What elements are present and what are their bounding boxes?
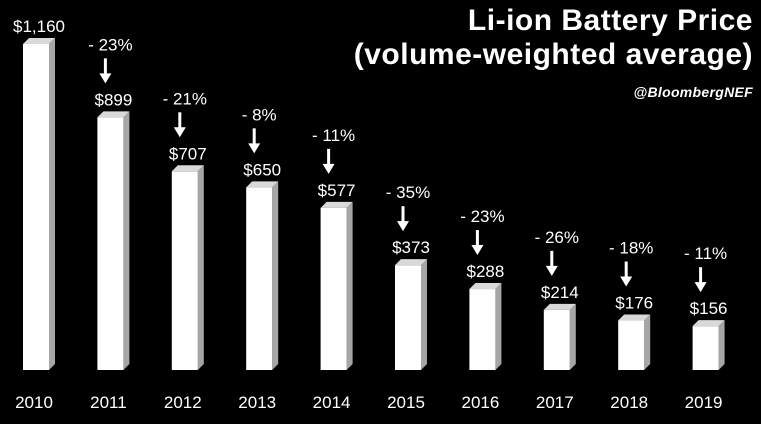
chart-title-line-2: (volume-weighted average) [353, 38, 753, 71]
bar-value-label: $176 [615, 294, 653, 313]
bar-side [123, 111, 130, 370]
change-label: - 8% [242, 105, 277, 124]
bar-value-label: $214 [541, 283, 579, 302]
bars-layer [23, 38, 725, 370]
bar-value-label: $577 [318, 181, 356, 200]
change-label: - 11% [312, 126, 355, 145]
bar-side [197, 165, 204, 370]
bar-value-label: $899 [94, 90, 132, 109]
chart-title-line-1: Li-ion Battery Price [467, 4, 753, 37]
bar [246, 187, 273, 370]
x-tick-label: 2011 [90, 393, 127, 412]
bar-top [23, 38, 55, 44]
bar-side [495, 283, 502, 370]
bar-top [171, 165, 204, 172]
bar-top [320, 201, 353, 208]
bar-side [346, 201, 353, 370]
bar [395, 265, 421, 370]
bar [618, 320, 645, 370]
bar-side [644, 314, 651, 370]
bar [171, 171, 198, 370]
bar-top [618, 314, 651, 321]
bar-top [469, 283, 502, 290]
bar-top [692, 320, 725, 327]
down-arrow-icon [248, 143, 261, 154]
down-arrow-icon [545, 265, 558, 276]
bar-value-label: $156 [690, 299, 728, 318]
down-arrow-icon [322, 163, 335, 174]
labels-layer: $1,160 2010 $899 2011 - 23% $707 2012 - 21% $650… [13, 17, 728, 412]
x-tick-label: 2019 [685, 393, 723, 412]
bar-top [543, 303, 576, 310]
x-tick-label: 2016 [461, 393, 499, 412]
x-tick-label: 2015 [387, 393, 425, 412]
change-label: - 18% [609, 239, 653, 258]
down-arrow-icon [397, 221, 409, 232]
bar-value-label: $373 [392, 238, 430, 257]
bar [692, 326, 719, 370]
x-tick-label: 2013 [238, 393, 276, 412]
bar-top [246, 181, 279, 188]
bar-top [395, 259, 427, 266]
bar-value-label: $707 [169, 144, 207, 163]
down-arrow-icon [173, 127, 186, 138]
bar-side [49, 38, 55, 370]
bar [543, 309, 570, 370]
x-tick-label: 2010 [15, 393, 53, 412]
x-tick-label: 2018 [610, 393, 648, 412]
bar [23, 44, 49, 370]
bar-top [97, 111, 130, 118]
down-arrow-icon [620, 276, 633, 287]
change-label: - 23% [460, 207, 504, 226]
x-tick-label: 2017 [536, 393, 574, 412]
x-tick-label: 2014 [313, 393, 351, 412]
bar-side [421, 259, 427, 370]
down-arrow-icon [99, 73, 112, 84]
bar [320, 207, 347, 370]
change-label: - 11% [684, 244, 727, 263]
bar [469, 289, 496, 370]
source-label: @BloombergNEF [633, 84, 753, 100]
change-label: - 21% [163, 89, 207, 108]
bar-value-label: $650 [243, 160, 281, 179]
bar-side [718, 320, 725, 370]
change-label: - 26% [535, 228, 579, 247]
bar-value-label: $1,160 [13, 17, 65, 36]
down-arrow-icon [471, 245, 484, 256]
change-label: - 23% [88, 35, 132, 54]
chart-title-block: Li-ion Battery Price (volume-weighted av… [354, 4, 753, 102]
x-tick-label: 2012 [164, 393, 202, 412]
bar-side [569, 303, 576, 370]
change-label: - 35% [386, 183, 430, 202]
bar-side [272, 181, 279, 370]
down-arrow-icon [694, 282, 707, 293]
bar [97, 117, 124, 370]
bar-value-label: $288 [466, 262, 504, 281]
